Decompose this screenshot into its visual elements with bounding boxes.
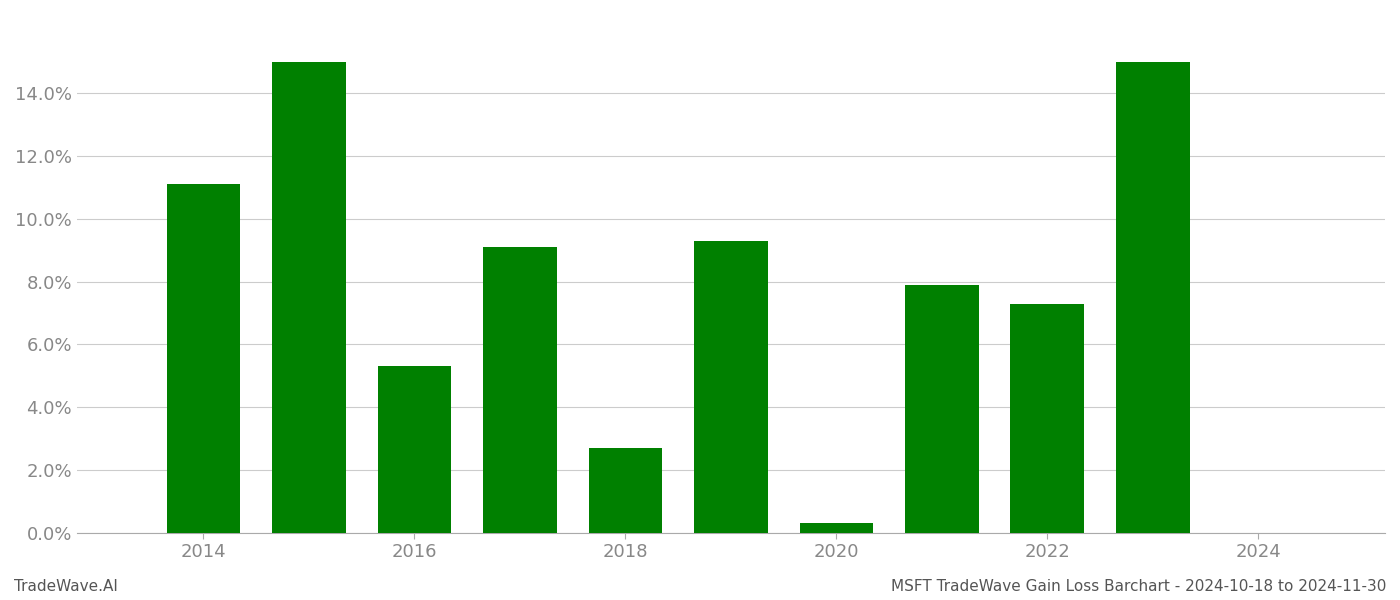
Text: MSFT TradeWave Gain Loss Barchart - 2024-10-18 to 2024-11-30: MSFT TradeWave Gain Loss Barchart - 2024… (890, 579, 1386, 594)
Bar (1011, 304, 1085, 533)
Bar (904, 285, 979, 533)
Bar (799, 523, 874, 533)
Bar (167, 184, 241, 533)
Bar (272, 62, 346, 533)
Bar (694, 241, 767, 533)
Bar (378, 367, 451, 533)
Bar (483, 247, 557, 533)
Bar (1116, 62, 1190, 533)
Bar (588, 448, 662, 533)
Text: TradeWave.AI: TradeWave.AI (14, 579, 118, 594)
